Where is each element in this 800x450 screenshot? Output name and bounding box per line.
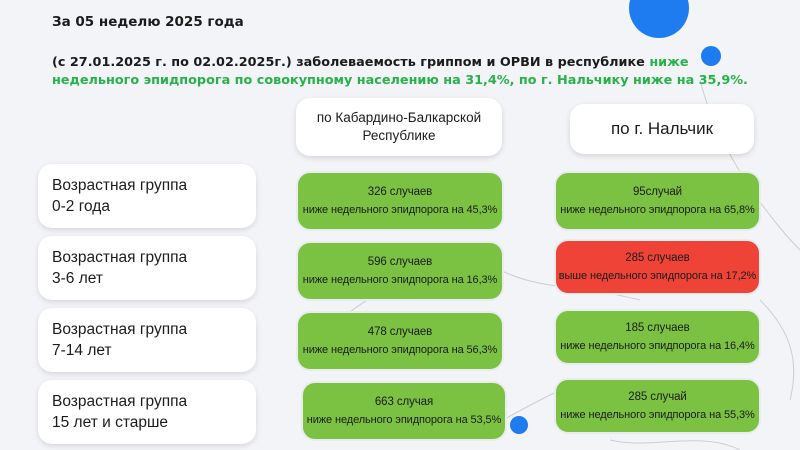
- decor-circle-small: [701, 46, 721, 66]
- republic-cases: 326 случаев: [367, 186, 433, 198]
- nalchik-cell-15-plus: 285 случай ниже недельного эпидпорога на…: [554, 378, 761, 434]
- nalchik-cell-3-6: 285 случаев выше недельного эпидпорога н…: [554, 239, 761, 295]
- republic-status: ниже недельного эпидпорога на 16,3%: [302, 274, 498, 286]
- age-group-0-2: Возрастная группа 0-2 года: [38, 164, 256, 228]
- age-group-7-14: Возрастная группа 7-14 лет: [38, 308, 256, 372]
- republic-cases: 478 случаев: [367, 326, 433, 338]
- republic-cell-0-2: 326 случаев ниже недельного эпидпорога н…: [296, 171, 504, 231]
- republic-cell-7-14: 478 случаев ниже недельного эпидпорога н…: [296, 311, 504, 371]
- nalchik-status: ниже недельного эпидпорога на 55,3%: [560, 409, 755, 421]
- nalchik-status: ниже недельного эпидпорога на 65,8%: [560, 204, 755, 216]
- summary-text: (с 27.01.2025 г. по 02.02.2025г.) заболе…: [52, 54, 772, 90]
- age-group-15-plus: Возрастная группа 15 лет и старше: [38, 380, 256, 444]
- nalchik-cases: 185 случаев: [625, 322, 690, 334]
- republic-cases: 663 случая: [374, 396, 434, 408]
- republic-cell-15-plus: 663 случая ниже недельного эпидпорога на…: [301, 381, 507, 441]
- republic-status: ниже недельного эпидпорога на 53,5%: [306, 414, 502, 426]
- nalchik-cell-7-14: 185 случаев ниже недельного эпидпорога н…: [554, 309, 761, 365]
- summary-highlight: ниже недельного эпидпорога по совокупном…: [52, 55, 748, 88]
- age-group-3-6: Возрастная группа 3-6 лет: [38, 236, 256, 300]
- nalchik-cell-0-2: 95случай ниже недельного эпидпорога на 6…: [554, 171, 761, 231]
- nalchik-cases: 285 случай: [628, 391, 687, 403]
- decor-circle-bottom: [510, 416, 528, 434]
- column-header-nalchik: по г. Нальчик: [570, 104, 754, 154]
- republic-status: ниже недельного эпидпорога на 56,3%: [302, 344, 498, 356]
- republic-cell-3-6: 596 случаев ниже недельного эпидпорога н…: [296, 241, 504, 301]
- nalchik-cases: 285 случаев: [625, 252, 690, 264]
- republic-cases: 596 случаев: [367, 256, 433, 268]
- republic-status: ниже недельного эпидпорога на 45,3%: [302, 204, 498, 216]
- column-header-republic-label: по Кабардино-Балкарской Республике: [316, 110, 482, 143]
- week-title: За 05 неделю 2025 года: [52, 14, 244, 30]
- column-header-republic: по Кабардино-Балкарской Республике: [296, 98, 502, 156]
- nalchik-status: выше недельного эпидпорога на 17,2%: [558, 270, 757, 282]
- nalchik-cases: 95случай: [632, 186, 682, 198]
- summary-plain: (с 27.01.2025 г. по 02.02.2025г.) заболе…: [52, 55, 650, 70]
- nalchik-status: ниже недельного эпидпорога на 16,4%: [560, 340, 755, 352]
